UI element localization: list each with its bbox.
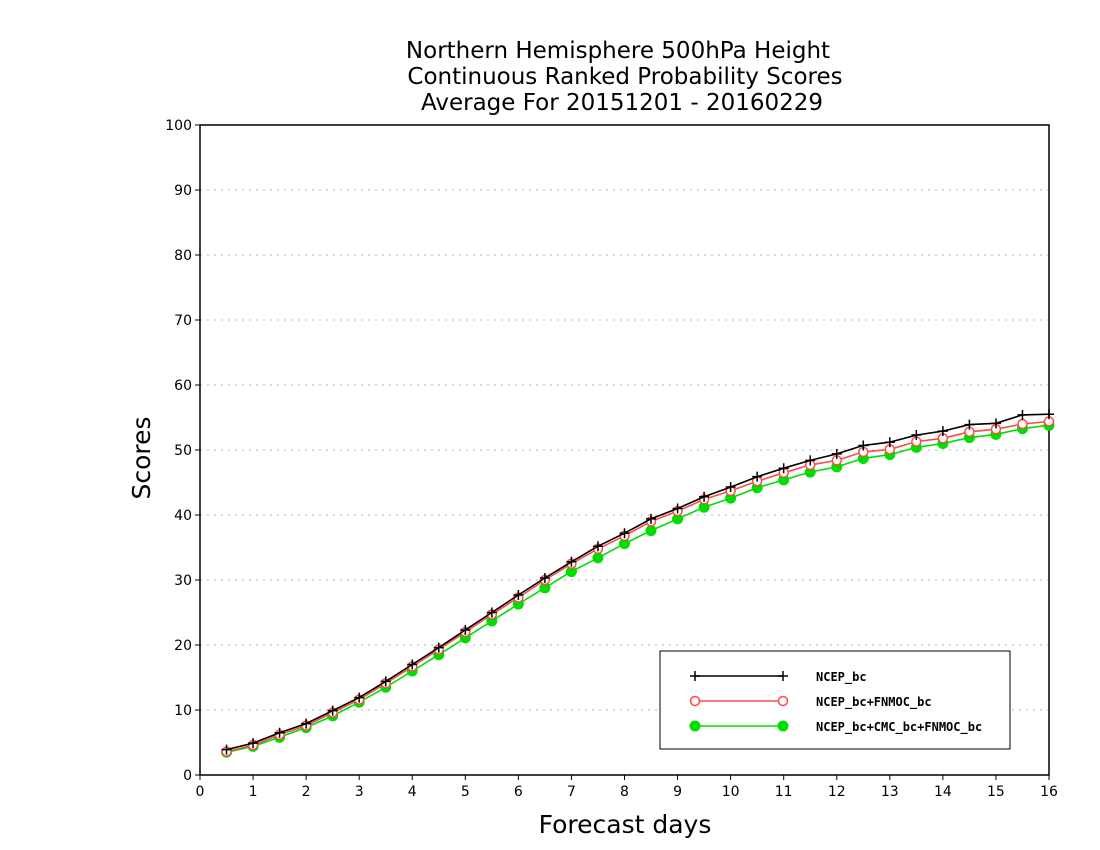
legend-marker <box>778 671 788 681</box>
data-point <box>645 525 657 537</box>
data-point <box>619 528 630 539</box>
data-point <box>354 692 365 703</box>
data-point <box>539 573 550 584</box>
data-point <box>327 705 338 716</box>
legend-label: NCEP_bc <box>816 670 867 685</box>
data-point <box>221 744 232 755</box>
data-point <box>911 430 922 441</box>
y-tick-label: 40 <box>174 508 192 524</box>
data-point <box>592 541 603 552</box>
x-tick-label: 5 <box>461 784 470 800</box>
x-tick-label: 6 <box>514 784 523 800</box>
data-point <box>699 491 710 502</box>
x-tick-label: 11 <box>775 784 793 800</box>
x-tick-label: 9 <box>673 784 682 800</box>
data-point <box>248 738 259 749</box>
y-tick-label: 20 <box>174 638 192 654</box>
series-1 <box>221 409 1054 755</box>
legend-marker <box>690 671 700 681</box>
y-axis-label: Scores <box>127 416 156 499</box>
chart-title: Northern Hemisphere 500hPa Height Contin… <box>406 38 843 116</box>
y-tick-label: 60 <box>174 378 192 394</box>
data-point <box>937 426 948 437</box>
legend: NCEP_bc NCEP_bc+FNMOC_bc NCEP_bc+CMC_bc+FN… <box>659 650 1011 750</box>
data-point <box>1017 418 1028 430</box>
y-tick-label: 50 <box>174 443 192 459</box>
x-tick-label: 2 <box>302 784 311 800</box>
y-tick-label: 10 <box>174 703 192 719</box>
data-point <box>407 659 418 670</box>
legend-marker <box>689 695 701 707</box>
legend-marker <box>689 720 701 732</box>
legend-box <box>659 650 1011 750</box>
x-tick-label: 16 <box>1040 784 1058 800</box>
data-point <box>990 418 1001 429</box>
y-tick-label: 100 <box>165 118 192 134</box>
y-tick-label: 80 <box>174 248 192 264</box>
data-point <box>513 589 524 600</box>
data-point <box>380 676 391 687</box>
data-point <box>884 437 895 448</box>
data-point <box>778 463 789 474</box>
legend-item-3: NCEP_bc+CMC_bc+FNMOC_bc <box>689 720 982 735</box>
legend-marker <box>777 695 789 707</box>
series-layer <box>221 409 1055 758</box>
x-tick-label: 0 <box>196 784 205 800</box>
series-line <box>226 413 1050 751</box>
y-axis: 0 10 20 30 40 50 60 70 80 90 100 <box>165 118 200 784</box>
legend-label: NCEP_bc+CMC_bc+FNMOC_bc <box>816 720 982 735</box>
x-tick-label: 8 <box>620 784 629 800</box>
data-point <box>725 482 736 493</box>
data-point <box>486 607 497 618</box>
x-tick-label: 14 <box>934 784 952 800</box>
data-point <box>672 503 683 514</box>
title-line-1: Northern Hemisphere 500hPa Height <box>406 38 830 64</box>
data-point <box>1044 409 1054 420</box>
x-tick-label: 13 <box>881 784 899 800</box>
title-line-3: Average For 20151201 - 20160229 <box>421 90 823 116</box>
legend-marker <box>777 720 789 732</box>
data-point <box>566 556 577 567</box>
gridlines <box>200 189 1049 711</box>
y-tick-label: 90 <box>174 183 192 199</box>
data-point <box>274 727 285 738</box>
data-point <box>646 513 657 524</box>
data-point <box>592 552 604 564</box>
legend-label: NCEP_bc+FNMOC_bc <box>816 695 932 710</box>
data-point <box>460 625 471 636</box>
title-line-2: Continuous Ranked Probability Scores <box>407 64 842 90</box>
data-point <box>1017 409 1028 420</box>
data-point <box>831 448 842 459</box>
data-point <box>433 642 444 653</box>
y-tick-label: 30 <box>174 573 192 589</box>
x-tick-label: 10 <box>722 784 740 800</box>
data-point <box>858 440 869 451</box>
legend-item-2: NCEP_bc+FNMOC_bc <box>689 695 932 710</box>
x-tick-label: 15 <box>987 784 1005 800</box>
x-axis: 0 1 2 3 4 5 6 7 8 9 10 11 12 13 14 15 16 <box>196 775 1058 800</box>
x-tick-label: 3 <box>355 784 364 800</box>
x-tick-label: 7 <box>567 784 576 800</box>
x-tick-label: 12 <box>828 784 846 800</box>
y-tick-label: 0 <box>183 768 192 784</box>
data-point <box>964 419 975 430</box>
data-point <box>301 718 312 729</box>
data-point <box>805 455 816 466</box>
data-point <box>752 471 763 482</box>
x-axis-label: Forecast days <box>539 810 712 839</box>
legend-item-1: NCEP_bc <box>690 670 867 685</box>
x-tick-label: 4 <box>408 784 417 800</box>
x-tick-label: 1 <box>249 784 258 800</box>
y-tick-label: 70 <box>174 313 192 329</box>
